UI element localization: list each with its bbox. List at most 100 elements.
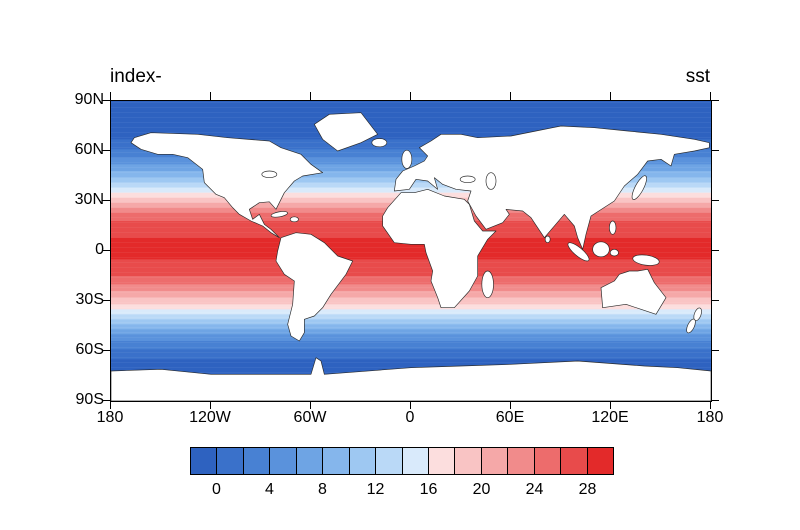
sst-band [111, 296, 711, 298]
borneo [592, 241, 610, 258]
tick-mark [410, 92, 411, 100]
sst-band [111, 279, 711, 282]
tick-mark [711, 350, 719, 351]
world-map-svg [111, 101, 711, 401]
colorbar-tick-label: 4 [265, 481, 274, 498]
japan [631, 175, 647, 200]
colorbar-cell [455, 448, 482, 474]
sst-band [111, 364, 711, 367]
sst-band [111, 139, 711, 142]
sst-band [111, 257, 711, 260]
colorbar-tick-label: 24 [525, 481, 544, 498]
caspian-sea-outline [485, 172, 497, 190]
sst-band [111, 129, 711, 132]
sst-band [111, 131, 711, 133]
x-tick-label: 180 [696, 409, 724, 426]
sst-band [111, 282, 711, 285]
sst-band [111, 307, 711, 310]
tick-mark [711, 200, 719, 201]
sst-band [111, 104, 711, 107]
sst-band [111, 331, 711, 333]
sst-band [111, 334, 711, 337]
tick-mark [110, 401, 111, 409]
sst-band [111, 116, 711, 118]
sst-band [111, 149, 711, 152]
sst-band [111, 329, 711, 332]
sst-band [111, 359, 711, 362]
tick-mark [210, 401, 211, 409]
colorbar-tick-label: 12 [366, 481, 385, 498]
sst-band [111, 244, 711, 247]
sst-band [111, 297, 711, 300]
sst-band [111, 266, 711, 268]
tick-mark [210, 92, 211, 100]
sst-band [111, 319, 711, 322]
sst-band [111, 117, 711, 120]
tick-mark [711, 250, 719, 251]
hispaniola [289, 216, 299, 223]
sst-band [111, 102, 711, 105]
sst-band [111, 291, 711, 293]
sst-band [111, 309, 711, 312]
colorbar-tick-label: 0 [212, 481, 221, 498]
x-tick-label: 120E [591, 409, 629, 426]
colorbar-cell [481, 448, 509, 474]
sri-lanka [544, 235, 551, 243]
sst-band [111, 111, 711, 113]
sst-band [111, 287, 711, 290]
sst-band [111, 107, 711, 110]
sst-band [111, 321, 711, 323]
sst-band [111, 276, 711, 278]
sst-band [111, 299, 711, 302]
colorbar-cell [587, 448, 613, 474]
colorbar-cell [508, 448, 535, 474]
sst-band [111, 337, 711, 340]
sst-band [111, 166, 711, 168]
sst-band [111, 311, 711, 313]
colorbar-tick-label: 8 [318, 481, 327, 498]
sst-band [111, 281, 711, 283]
sst-band [111, 144, 711, 147]
sst-band [111, 366, 711, 368]
new-guinea [632, 254, 660, 266]
colorbar-cell [217, 448, 244, 474]
colorbar-cell [428, 448, 456, 474]
sst-band [111, 147, 711, 150]
sst-band [111, 344, 711, 347]
colorbar-cell [349, 448, 377, 474]
tick-mark [711, 400, 719, 401]
sst-band [111, 339, 711, 342]
sst-band [111, 127, 711, 130]
sst-band [111, 187, 711, 190]
sst-band [111, 114, 711, 117]
tick-mark [510, 92, 511, 100]
sumatra [567, 242, 590, 262]
australia [600, 269, 667, 315]
sst-band [111, 112, 711, 115]
sst-band [111, 247, 711, 250]
y-tick-label: 90N [74, 91, 104, 108]
colorbar-tick-label: 28 [578, 481, 597, 498]
britain [401, 149, 413, 169]
x-tick-label: 120W [189, 409, 231, 426]
sst-band [111, 262, 711, 265]
tick-mark [710, 401, 711, 409]
tick-mark [110, 92, 111, 100]
tick-mark [710, 92, 711, 100]
land-masses [111, 112, 711, 401]
x-tick-label: 0 [405, 409, 415, 426]
sst-band [111, 126, 711, 128]
africa [382, 189, 497, 308]
sst-band [111, 136, 711, 138]
y-tick-label: 60S [75, 341, 104, 358]
philippines [609, 220, 617, 235]
sst-band [111, 324, 711, 327]
new-zealand-south [686, 318, 696, 334]
black-sea-outline [459, 175, 476, 183]
plot-title-left: index- [110, 66, 162, 87]
sst-band [111, 101, 711, 103]
colorbar-cell [270, 448, 297, 474]
sst-band [111, 316, 711, 318]
sst-band [111, 189, 711, 192]
